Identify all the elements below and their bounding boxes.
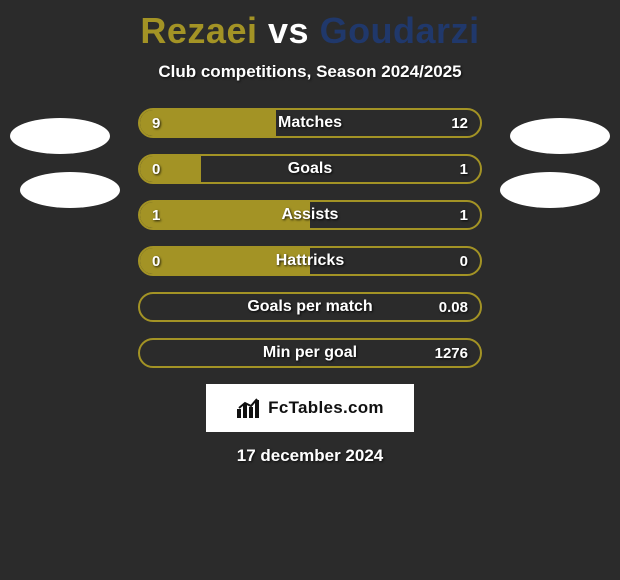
stat-value-left: 0	[152, 156, 160, 182]
stat-row: 01Goals	[138, 154, 482, 184]
brand-text: FcTables.com	[268, 398, 384, 418]
stat-metric-label: Goals per match	[140, 294, 480, 320]
page-title: Rezaei vs Goudarzi	[0, 10, 620, 52]
stat-row: 1276Min per goal	[138, 338, 482, 368]
player-left-name: Rezaei	[140, 10, 257, 51]
subtitle: Club competitions, Season 2024/2025	[0, 62, 620, 82]
stat-value-left: 0	[152, 248, 160, 274]
stat-value-right: 0	[460, 248, 468, 274]
stat-fill-left	[140, 110, 276, 136]
stat-value-right: 1276	[435, 340, 468, 366]
title-separator: vs	[268, 10, 309, 51]
stat-row: 912Matches	[138, 108, 482, 138]
brand-badge: FcTables.com	[206, 384, 414, 432]
stat-metric-label: Min per goal	[140, 340, 480, 366]
stat-fill-left	[140, 202, 310, 228]
brand-bars-icon	[236, 397, 262, 419]
player-right-name: Goudarzi	[320, 10, 480, 51]
stat-value-right: 0.08	[439, 294, 468, 320]
stat-fill-left	[140, 248, 310, 274]
stat-value-left: 1	[152, 202, 160, 228]
player-left-avatar	[10, 118, 110, 154]
stat-value-right: 1	[460, 202, 468, 228]
stat-value-right: 12	[451, 110, 468, 136]
stats-rows: 912Matches01Goals11Assists00Hattricks0.0…	[138, 108, 482, 368]
comparison-card: Rezaei vs Goudarzi Club competitions, Se…	[0, 0, 620, 580]
stat-row: 11Assists	[138, 200, 482, 230]
player-right-avatar	[510, 118, 610, 154]
player-right-avatar-shadow	[500, 172, 600, 208]
stat-fill-left	[140, 156, 201, 182]
stat-value-left: 9	[152, 110, 160, 136]
player-left-avatar-shadow	[20, 172, 120, 208]
stat-value-right: 1	[460, 156, 468, 182]
stat-row: 0.08Goals per match	[138, 292, 482, 322]
stat-row: 00Hattricks	[138, 246, 482, 276]
date: 17 december 2024	[0, 446, 620, 466]
